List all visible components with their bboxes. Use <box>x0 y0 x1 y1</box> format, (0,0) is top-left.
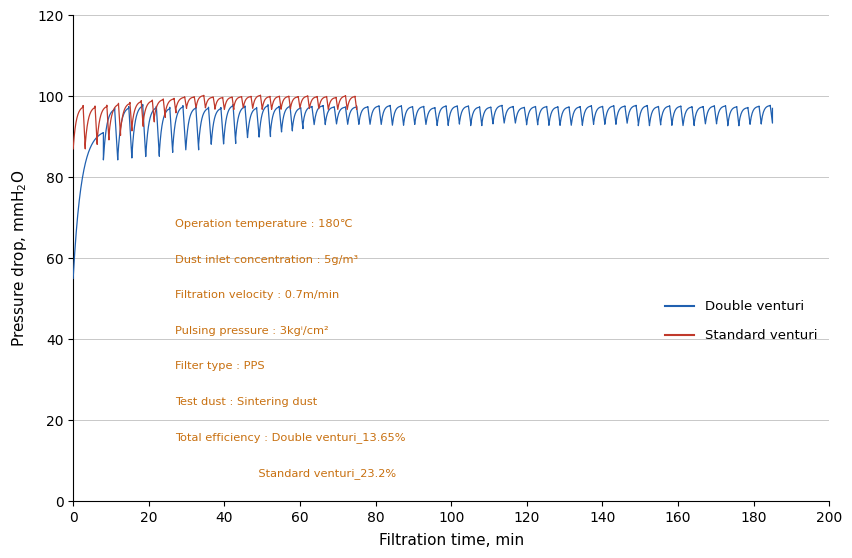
Legend: Double venturi, Standard venturi: Double venturi, Standard venturi <box>660 295 822 348</box>
Y-axis label: Pressure drop, mmH$_2$O: Pressure drop, mmH$_2$O <box>9 170 29 347</box>
X-axis label: Filtration time, min: Filtration time, min <box>378 533 524 549</box>
Text: Total efficiency : Double venturi_13.65%: Total efficiency : Double venturi_13.65% <box>176 432 406 443</box>
Text: Standard venturi_23.2%: Standard venturi_23.2% <box>176 468 396 479</box>
Text: Operation temperature : 180℃: Operation temperature : 180℃ <box>176 219 353 229</box>
Text: Test dust : Sintering dust: Test dust : Sintering dust <box>176 397 318 407</box>
Text: Dust inlet concentration : 5g/m³: Dust inlet concentration : 5g/m³ <box>176 255 359 265</box>
Text: Filter type : PPS: Filter type : PPS <box>176 361 265 371</box>
Text: Pulsing pressure : 3kgⁱ/cm²: Pulsing pressure : 3kgⁱ/cm² <box>176 326 329 336</box>
Text: Filtration velocity : 0.7m/min: Filtration velocity : 0.7m/min <box>176 290 339 300</box>
